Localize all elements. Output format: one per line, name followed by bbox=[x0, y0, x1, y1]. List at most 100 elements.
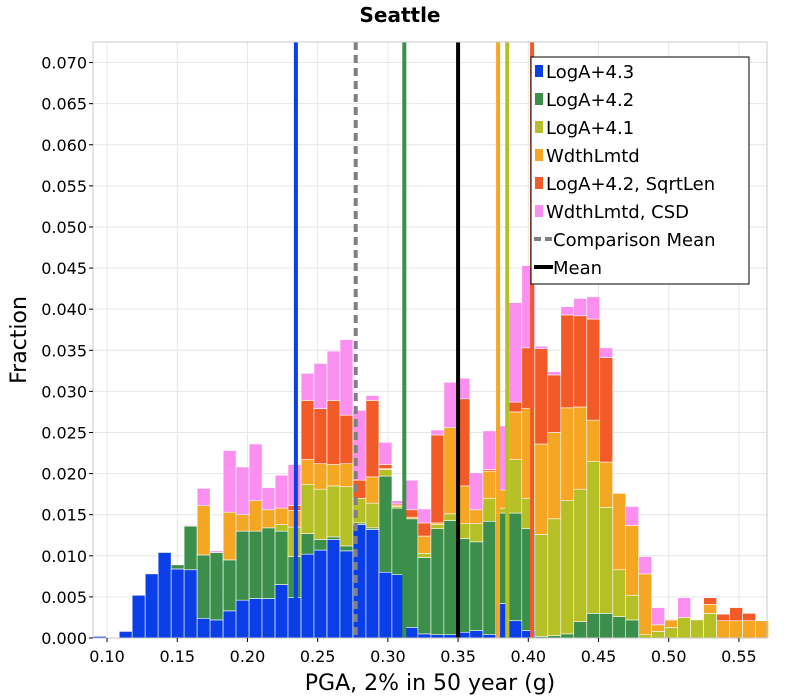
bar-segment-wdthlmtd-csd bbox=[573, 298, 588, 317]
bar-segment-loga-4-2-sqrtlen bbox=[573, 315, 588, 408]
bar-segment-wdthlmtd-csd bbox=[404, 479, 419, 511]
bar-segment-loga-4-3 bbox=[209, 619, 224, 639]
y-tick-label: 0.000 bbox=[41, 629, 87, 648]
bar-segment-loga-4-1 bbox=[599, 506, 614, 614]
bar-segment-loga-4-2 bbox=[196, 554, 211, 619]
bar-segment-loga-4-1 bbox=[339, 486, 354, 547]
bar-segment-loga-4-1 bbox=[690, 619, 705, 639]
bar-segment-wdthlmtd-csd bbox=[365, 395, 380, 401]
bar-segment-wdthlmtd bbox=[729, 620, 743, 639]
legend: LogA+4.3 LogA+4.2 LogA+4.1 WdthLmtd LogA+4.2… bbox=[530, 56, 750, 285]
legend-swatch-wdthlmtd-csd bbox=[535, 205, 543, 217]
y-tick-label: 0.070 bbox=[41, 54, 87, 73]
bar-segment-loga-4-3 bbox=[261, 598, 276, 639]
bar-segment-wdthlmtd-csd bbox=[443, 382, 458, 428]
x-tick-label: 0.30 bbox=[370, 647, 406, 666]
bar-segment-wdthlmtd bbox=[664, 619, 679, 628]
bar-segment-loga-4-2 bbox=[430, 528, 445, 636]
bar-segment-wdthlmtd bbox=[560, 407, 575, 502]
legend-swatch-loga-4-2-sqrtlen bbox=[535, 177, 543, 189]
x-tick-label: 0.25 bbox=[300, 647, 336, 666]
bar-segment-wdthlmtd-csd bbox=[274, 474, 289, 509]
bar-segment-loga-4-1 bbox=[417, 553, 432, 558]
y-tick-label: 0.010 bbox=[41, 547, 87, 566]
bar-segment-loga-4-3 bbox=[339, 550, 354, 639]
bar-segment-wdthlmtd bbox=[339, 463, 354, 488]
bar-segment-loga-4-1 bbox=[365, 502, 380, 529]
bar-segment-wdthlmtd bbox=[703, 603, 717, 614]
bar-segment-loga-4-2-sqrtlen bbox=[560, 314, 575, 409]
bar-segment-loga-4-1 bbox=[560, 500, 575, 635]
bar-segment-loga-4-1 bbox=[625, 594, 639, 621]
bar-segment-loga-4-2 bbox=[599, 613, 614, 639]
bars bbox=[92, 265, 769, 639]
y-tick-label: 0.055 bbox=[41, 177, 87, 196]
bar-segment-loga-4-3 bbox=[300, 553, 315, 639]
bar-segment-loga-4-2 bbox=[248, 530, 263, 599]
bar-segment-wdthlmtd-csd bbox=[196, 488, 211, 506]
x-tick-label: 0.35 bbox=[440, 647, 476, 666]
bar-segment-loga-4-2-sqrtlen bbox=[300, 400, 315, 460]
legend-label-loga-4-2: LogA+4.2 bbox=[546, 90, 634, 111]
bar-segment-loga-4-2 bbox=[404, 518, 419, 628]
bar-segment-loga-4-3 bbox=[508, 620, 523, 639]
bar-segment-loga-4-1 bbox=[300, 483, 315, 534]
bar-segment-wdthlmtd-csd bbox=[560, 306, 575, 316]
bar-segment-wdthlmtd bbox=[365, 476, 380, 504]
bar-segment-loga-4-2 bbox=[560, 633, 575, 639]
bar-segment-wdthlmtd bbox=[482, 470, 497, 499]
bar-segment-wdthlmtd-csd bbox=[417, 508, 432, 524]
bar-segment-wdthlmtd bbox=[443, 427, 458, 515]
bar-segment-wdthlmtd-csd bbox=[651, 607, 665, 626]
bar-segment-wdthlmtd bbox=[196, 505, 211, 556]
x-axis-ticks: 0.10 0.15 0.20 0.25 0.30 0.35 0.40 0.45 0.50 0.55 bbox=[89, 638, 757, 666]
bar-segment-loga-4-2 bbox=[157, 551, 172, 553]
y-tick-label: 0.030 bbox=[41, 382, 87, 401]
bar-segment-loga-4-2 bbox=[339, 545, 354, 552]
bar-segment-loga-4-2 bbox=[274, 530, 289, 585]
legend-label-wdthlmtd-csd: WdthLmtd, CSD bbox=[546, 202, 689, 223]
bar-segment-loga-4-3 bbox=[170, 568, 185, 639]
bar-segment-loga-4-2 bbox=[300, 533, 315, 555]
y-axis-ticks: 0.000 0.005 0.010 0.015 0.020 0.025 0.030 0.035… bbox=[41, 54, 93, 648]
bar-segment-wdthlmtd-csd bbox=[209, 550, 224, 553]
legend-box bbox=[530, 56, 750, 285]
bar-segment-wdthlmtd bbox=[313, 463, 328, 490]
bar-segment-wdthlmtd bbox=[534, 443, 549, 535]
bar-segment-wdthlmtd-csd bbox=[222, 450, 237, 513]
bar-segment-wdthlmtd-csd bbox=[469, 472, 484, 511]
bar-segment-loga-4-2-sqrtlen bbox=[586, 318, 601, 421]
bar-segment-loga-4-3 bbox=[222, 610, 237, 639]
x-tick-label: 0.10 bbox=[89, 647, 125, 666]
bar-segment-wdthlmtd-csd bbox=[547, 371, 562, 376]
bar-segment-loga-4-1 bbox=[326, 485, 341, 538]
bar-segment-loga-4-2-sqrtlen bbox=[534, 348, 549, 445]
bar-segment-loga-4-2-sqrtlen bbox=[313, 408, 328, 465]
bar-segment-loga-4-2-sqrtlen bbox=[430, 434, 445, 524]
bar-segment-wdthlmtd bbox=[417, 535, 432, 554]
y-tick-label: 0.025 bbox=[41, 423, 87, 442]
bar-segment-loga-4-2 bbox=[261, 527, 276, 599]
bar-segment-loga-4-2 bbox=[417, 557, 432, 635]
chart-title: Seattle bbox=[359, 3, 440, 27]
bar-segment-loga-4-2-sqrtlen bbox=[339, 414, 354, 465]
y-tick-label: 0.040 bbox=[41, 300, 87, 319]
bar-segment-wdthlmtd bbox=[248, 500, 263, 532]
bar-segment-wdthlmtd bbox=[235, 514, 250, 532]
bar-segment-loga-4-2 bbox=[235, 530, 250, 601]
y-tick-label: 0.045 bbox=[41, 259, 87, 278]
legend-label-loga-4-2-sqrtlen: LogA+4.2, SqrtLen bbox=[546, 174, 715, 195]
bar-segment-loga-4-3 bbox=[118, 631, 133, 639]
bar-segment-wdthlmtd bbox=[742, 620, 756, 639]
bar-segment-loga-4-2-sqrtlen bbox=[547, 374, 562, 433]
bar-segment-loga-4-1 bbox=[586, 460, 601, 614]
bar-segment-wdthlmtd bbox=[222, 511, 237, 561]
bar-segment-wdthlmtd-csd bbox=[625, 506, 639, 526]
bar-segment-loga-4-3 bbox=[313, 549, 328, 639]
bar-segment-loga-4-1 bbox=[508, 459, 523, 514]
bar-segment-loga-4-2-sqrtlen bbox=[417, 522, 432, 537]
bar-segment-loga-4-3 bbox=[365, 529, 380, 639]
bar-segment-loga-4-2 bbox=[586, 613, 601, 639]
bar-segment-wdthlmtd-csd bbox=[248, 443, 263, 502]
bar-segment-wdthlmtd bbox=[625, 525, 639, 596]
